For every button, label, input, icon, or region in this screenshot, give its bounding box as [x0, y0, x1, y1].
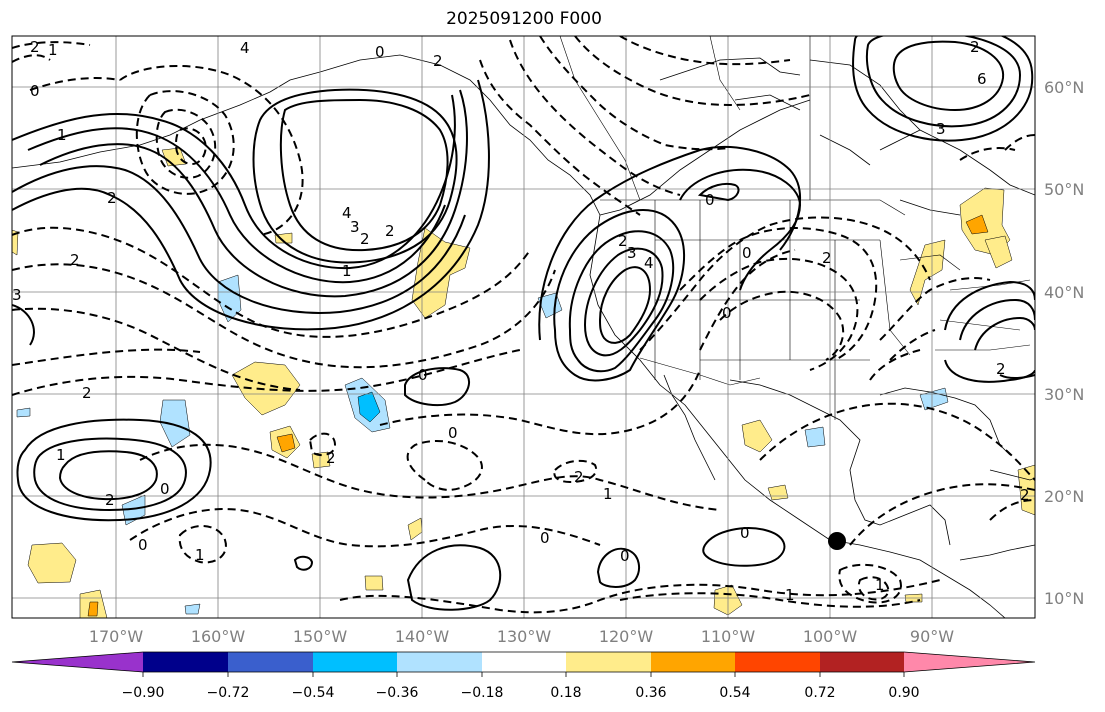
lon-label: 170°W: [89, 627, 144, 646]
lat-label: 30°N: [1044, 385, 1084, 404]
colorbar-segment: [228, 652, 313, 672]
lon-label: 150°W: [293, 627, 348, 646]
lat-label: 50°N: [1044, 180, 1084, 199]
contour-label: 3: [12, 286, 22, 304]
point-marker: [828, 532, 846, 550]
contour-label: 1: [56, 446, 66, 464]
contour-label: 0: [705, 191, 715, 209]
contour-label: 1: [785, 586, 795, 604]
contour-label: 0: [722, 304, 732, 322]
contour-label: 2: [996, 360, 1006, 378]
coastlines: [12, 54, 1035, 618]
contour-label: 2: [822, 249, 832, 267]
solid-contours: [12, 36, 1035, 611]
contour-label: 0: [375, 43, 385, 61]
colorbar-segment: [397, 652, 482, 672]
colorbar-segment: [820, 652, 904, 672]
contour-label: 2: [433, 52, 443, 70]
contour-label: 3: [627, 244, 637, 262]
contour-label: 2: [105, 491, 115, 509]
map-border: [11, 35, 1036, 619]
contour-label: 6: [977, 70, 987, 88]
contour-label: 3: [350, 218, 360, 236]
lon-labels: 170°W 160°W 150°W 140°W 130°W 120°W 110°…: [89, 627, 954, 646]
contour-label: 3: [936, 120, 946, 138]
borders: [559, 36, 1031, 420]
contour-label: 2: [30, 38, 40, 56]
contour-label: 0: [448, 424, 458, 442]
colorbar-tick-label: −0.72: [207, 685, 250, 701]
contour-label: 1: [603, 485, 613, 503]
lon-label: 130°W: [497, 627, 552, 646]
colorbar-segment: [482, 652, 566, 672]
contour-label: 2: [326, 449, 336, 467]
contour-label: 2: [70, 251, 80, 269]
contour-label: 4: [644, 254, 654, 272]
lat-label: 10°N: [1044, 589, 1084, 608]
contour-label: 1: [57, 126, 67, 144]
contour-label: 2: [1020, 486, 1030, 504]
contour-label: 0: [138, 536, 148, 554]
contour-label: 0: [742, 244, 752, 262]
colorbar-segment: [313, 652, 397, 672]
contour-label: 0: [740, 524, 750, 542]
colorbar-tick-label: 0.72: [804, 685, 835, 701]
map-title: 2025091200 F000: [446, 9, 602, 29]
contour-label: 4: [342, 204, 352, 222]
graticule: [12, 36, 1035, 618]
colorbar: −0.90 −0.72 −0.54 −0.36 −0.18 0.18 0.36 …: [11, 651, 1036, 701]
contour-label: 2: [574, 468, 584, 486]
contour-label: 2: [107, 189, 117, 207]
lat-labels: 10°N 20°N 30°N 40°N 50°N 60°N: [1044, 78, 1084, 608]
dashed-contours: [12, 36, 1035, 614]
contour-label: 1: [195, 546, 205, 564]
lon-label: 100°W: [803, 627, 858, 646]
contour-label: 1: [48, 41, 58, 59]
colorbar-tick-label: −0.54: [292, 685, 335, 701]
shaded-positive-areas: [12, 147, 1035, 618]
lat-label: 60°N: [1044, 78, 1084, 97]
colorbar-segment: [651, 652, 735, 672]
contour-label: 2: [385, 222, 395, 240]
contour-label: 2: [82, 384, 92, 402]
contour-label: 0: [620, 547, 630, 565]
contour-label: 1: [342, 262, 352, 280]
colorbar-extend-right: [904, 652, 1035, 672]
contour-label: 2: [618, 232, 628, 250]
lat-label: 20°N: [1044, 487, 1084, 506]
lon-label: 140°W: [395, 627, 450, 646]
lon-label: 120°W: [599, 627, 654, 646]
contour-label: 2: [970, 38, 980, 56]
colorbar-tick-label: 0.54: [719, 685, 750, 701]
lon-label: 90°W: [910, 627, 954, 646]
colorbar-tick-label: 0.90: [888, 685, 919, 701]
contour-label: 1: [875, 576, 885, 594]
contour-label: 4: [240, 39, 250, 57]
colorbar-segment: [735, 652, 820, 672]
lon-label: 160°W: [191, 627, 246, 646]
map-panel: [12, 36, 1035, 618]
colorbar-tick-label: −0.36: [376, 685, 419, 701]
colorbar-tick-label: 0.18: [550, 685, 581, 701]
contour-label: 0: [160, 480, 170, 498]
contour-labels: 2 1 0 4 0 2 6 3 2 1 2 4 3 2 2 3 2 1 2 0 …: [12, 38, 1030, 604]
lat-label: 40°N: [1044, 283, 1084, 302]
contour-label: 0: [540, 529, 550, 547]
shaded-negative-areas: [16, 274, 949, 615]
colorbar-tick-label: −0.90: [122, 685, 165, 701]
lon-label: 110°W: [701, 627, 756, 646]
colorbar-segment: [143, 652, 228, 672]
colorbar-extend-left: [12, 652, 143, 672]
colorbar-segment: [566, 652, 651, 672]
contour-label: 0: [30, 82, 40, 100]
colorbar-tick-label: −0.18: [461, 685, 504, 701]
colorbar-tick-label: 0.36: [635, 685, 666, 701]
contour-label: 2: [360, 230, 370, 248]
contour-label: 0: [418, 366, 428, 384]
